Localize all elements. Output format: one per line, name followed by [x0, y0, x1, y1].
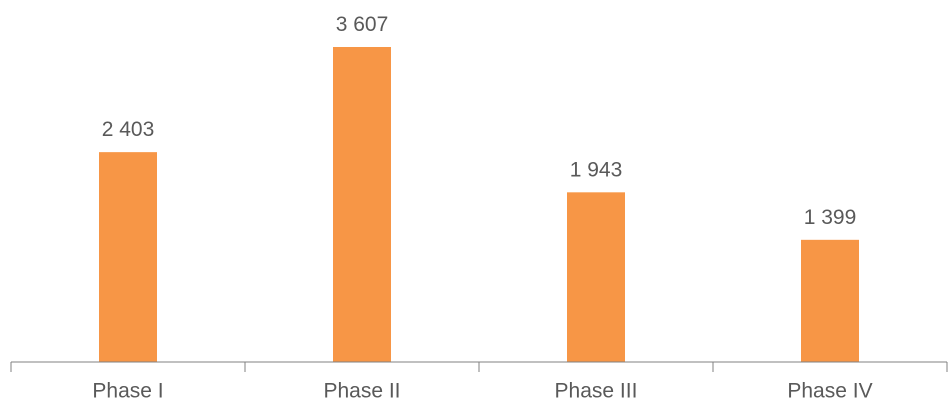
bar-4	[801, 239, 859, 362]
bar-3	[567, 192, 625, 362]
data-label-1: 2 403	[102, 118, 155, 141]
bar-1	[99, 152, 157, 362]
x-tick-label-1: Phase I	[92, 380, 163, 403]
data-label-4: 1 399	[804, 206, 857, 229]
bar-2	[333, 47, 391, 362]
data-label-3: 1 943	[570, 158, 623, 181]
x-tick-label-4: Phase IV	[787, 380, 872, 403]
data-labels-layer: 2 403 3 607 1 943 1 399	[102, 13, 857, 229]
bars-layer	[99, 47, 859, 362]
x-axis: Phase I Phase II Phase III Phase IV	[10, 361, 948, 403]
x-tick-label-2: Phase II	[323, 380, 400, 403]
data-label-2: 3 607	[336, 13, 389, 36]
x-tick-label-3: Phase III	[555, 380, 638, 403]
